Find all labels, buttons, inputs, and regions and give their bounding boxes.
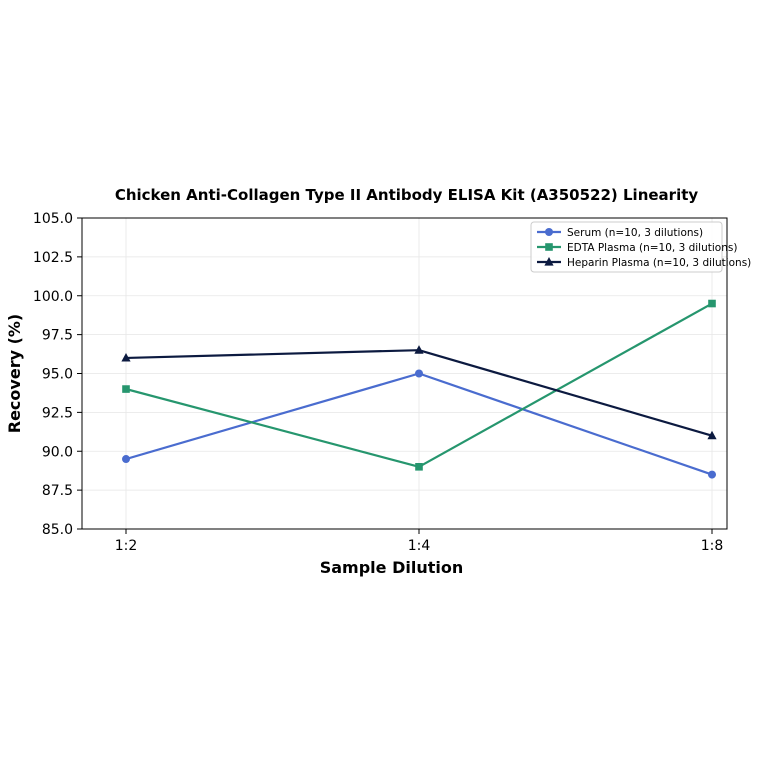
series-3 bbox=[121, 345, 717, 440]
y-tick-label: 85.0 bbox=[42, 522, 73, 538]
data-point bbox=[415, 463, 423, 471]
data-point bbox=[414, 345, 424, 354]
y-tick-label: 105.0 bbox=[33, 211, 73, 227]
legend-box bbox=[530, 221, 723, 273]
legend-marker bbox=[545, 243, 553, 251]
axes: 85.0 87.5 90.0 92.5 95.0 97.5 100.0 102.5 105.0 1… bbox=[33, 211, 723, 554]
legend-label: Serum (n=10, 3 dilutions) bbox=[567, 227, 703, 239]
x-axis-label: Sample Dilution bbox=[320, 558, 464, 577]
x-tick-label: 1:8 bbox=[701, 538, 724, 554]
legend-label: Heparin Plasma (n=10, 3 dilutions) bbox=[567, 257, 751, 269]
data-point bbox=[707, 430, 717, 440]
y-tick-label: 97.5 bbox=[42, 328, 73, 344]
y-tick-label: 100.0 bbox=[33, 289, 73, 305]
legend-marker bbox=[545, 228, 553, 236]
legend-label: EDTA Plasma (n=10, 3 dilutions) bbox=[567, 242, 737, 254]
series-2 bbox=[122, 299, 716, 471]
x-tick-label: 1:4 bbox=[408, 538, 431, 554]
series-1 bbox=[122, 369, 716, 479]
y-tick-label: 87.5 bbox=[42, 483, 73, 499]
y-tick-label: 90.0 bbox=[42, 444, 73, 460]
legend-item: EDTA Plasma (n=10, 3 dilutions) bbox=[537, 242, 737, 254]
legend-marker bbox=[544, 257, 554, 266]
data-point bbox=[122, 385, 130, 393]
y-tick-label: 95.0 bbox=[42, 367, 73, 383]
data-point bbox=[121, 352, 131, 362]
legend-item: Heparin Plasma (n=10, 3 dilutions) bbox=[537, 257, 751, 269]
y-axis-label: Recovery (%) bbox=[5, 314, 24, 433]
data-point bbox=[415, 369, 423, 378]
legend: Serum (n=10, 3 dilutions) EDTA Plasma (n=… bbox=[530, 221, 751, 273]
y-tick-label: 92.5 bbox=[42, 405, 73, 421]
series-lines bbox=[121, 299, 717, 479]
chart-title: Chicken Anti-Collagen Type II Antibody E… bbox=[115, 186, 699, 204]
data-point bbox=[708, 299, 716, 308]
y-tick-label: 102.5 bbox=[33, 250, 73, 266]
x-tick-label: 1:2 bbox=[115, 538, 138, 554]
data-point bbox=[708, 470, 716, 479]
data-point bbox=[122, 455, 130, 464]
legend-item: Serum (n=10, 3 dilutions) bbox=[537, 227, 703, 239]
